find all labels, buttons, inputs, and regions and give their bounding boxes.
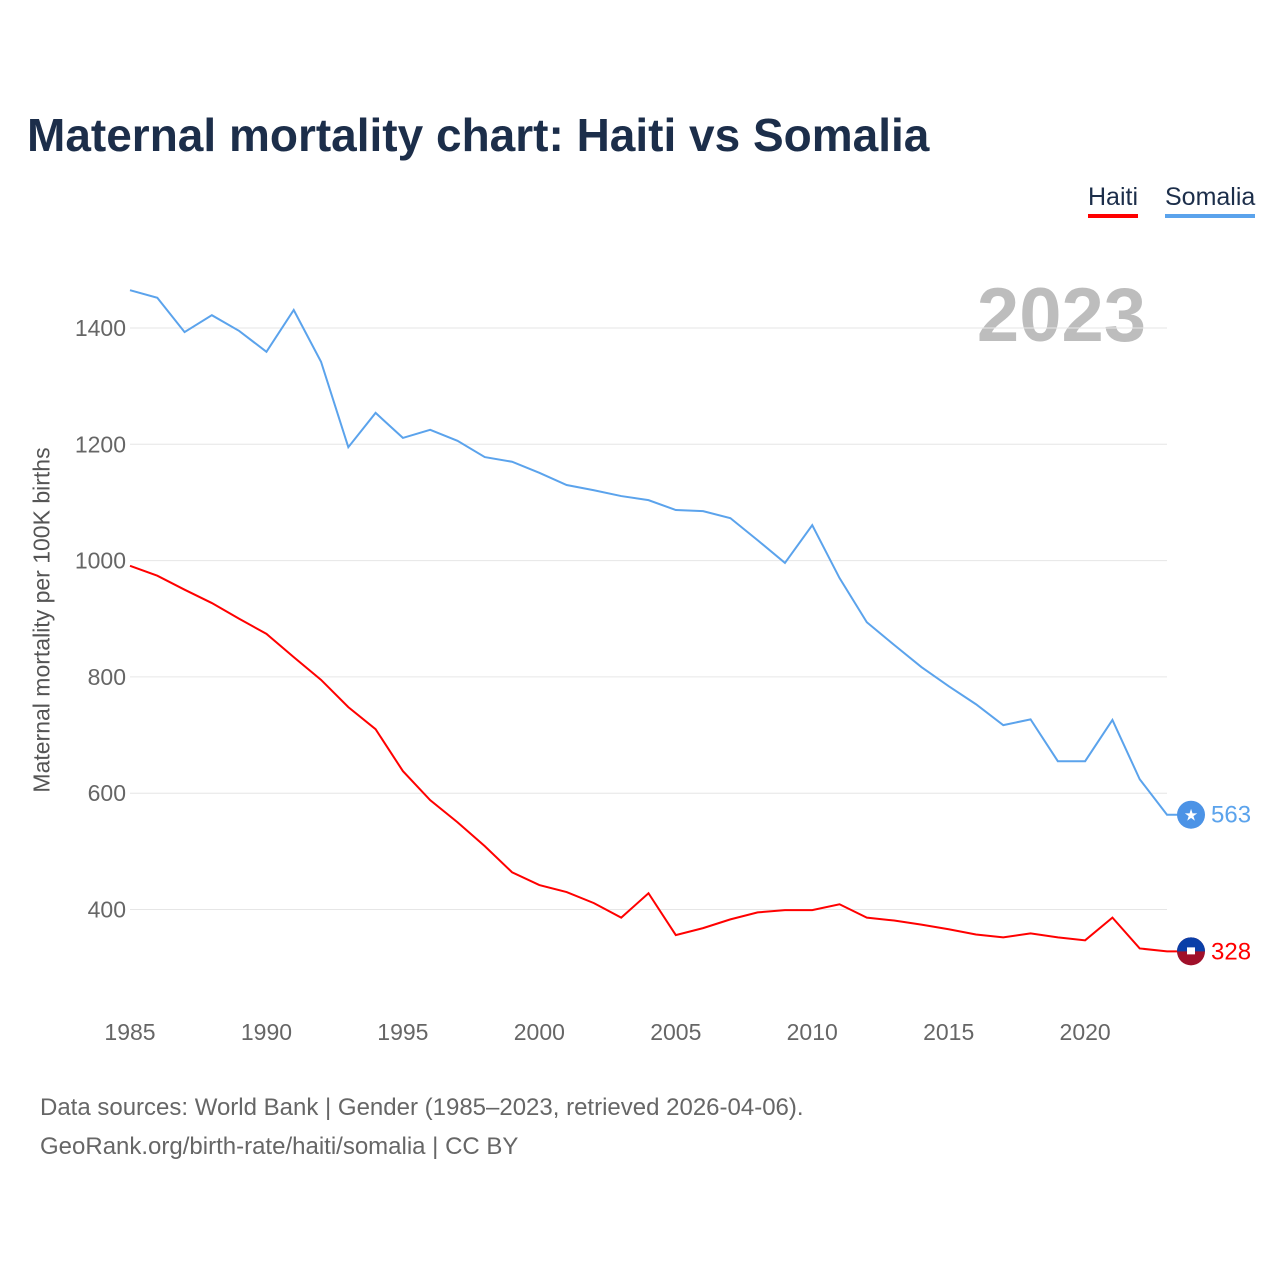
legend-somalia[interactable]: Somalia	[1165, 183, 1256, 218]
svg-text:★: ★	[1184, 808, 1198, 825]
y-tick-label: 1400	[75, 315, 126, 341]
x-tick-label: 2020	[1060, 1019, 1111, 1045]
series-line-somalia	[129, 289, 1178, 816]
y-tick-label: 400	[88, 897, 126, 923]
y-tick-label: 800	[88, 664, 126, 690]
x-tick-label: 2010	[787, 1019, 838, 1045]
year-label: 2023	[976, 273, 1146, 358]
x-tick-label: 2015	[923, 1019, 974, 1045]
haiti-flag-icon	[1177, 937, 1205, 966]
source-line-2: GeoRank.org/birth-rate/haiti/somalia | C…	[40, 1133, 519, 1160]
x-tick-label: 1995	[377, 1019, 428, 1045]
y-tick-label: 600	[88, 780, 126, 806]
series-line-haiti	[129, 564, 1178, 953]
y-tick-label: 1200	[75, 431, 126, 457]
end-value-label: 328	[1211, 938, 1251, 965]
x-tick-label: 1990	[241, 1019, 292, 1045]
x-tick-label: 1985	[104, 1019, 155, 1045]
x-tick-label: 2005	[650, 1019, 701, 1045]
chart-title: Maternal mortality chart: Haiti vs Somal…	[27, 109, 930, 161]
x-tick-label: 2000	[514, 1019, 565, 1045]
source-line-1: Data sources: World Bank | Gender (1985–…	[40, 1094, 804, 1121]
y-tick-label: 1000	[75, 548, 126, 574]
somalia-flag-icon: ★	[1177, 800, 1205, 829]
legend-haiti[interactable]: Haiti	[1088, 183, 1139, 218]
end-value-label: 563	[1211, 802, 1251, 829]
source-note: Data sources: World Bank | Gender (1985–…	[40, 1088, 804, 1166]
